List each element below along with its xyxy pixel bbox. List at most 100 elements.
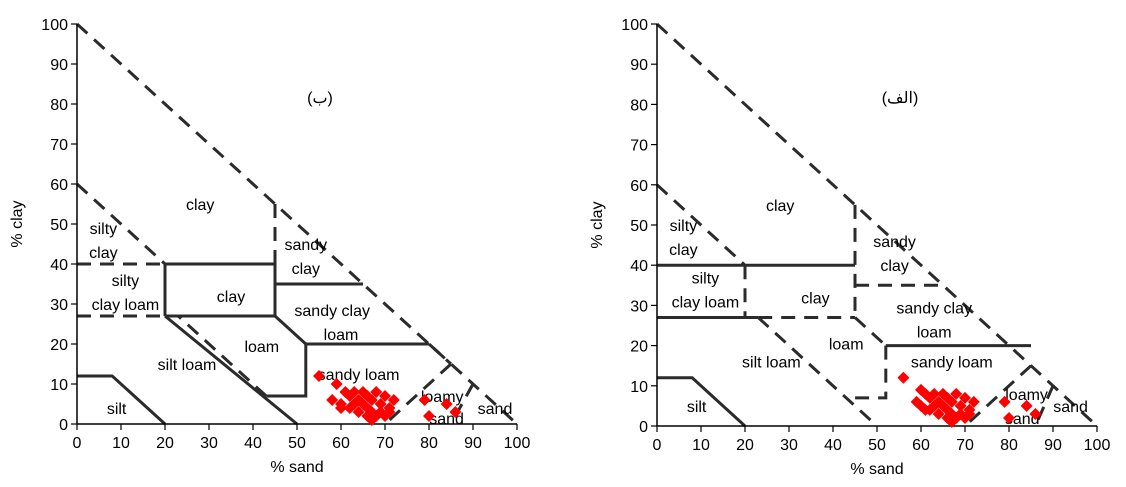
y-tick-label: 20 (630, 339, 648, 356)
data-point (365, 414, 378, 426)
x-tick-label: 10 (112, 435, 130, 452)
texture-class-label: clay (801, 290, 829, 307)
data-point (418, 394, 431, 406)
x-tick-label: 60 (912, 437, 930, 454)
texture-boundary (1034, 385, 1055, 427)
texture-class-label: silt (107, 401, 127, 418)
texture-boundary (75, 22, 519, 426)
y-tick-label: 60 (630, 178, 648, 195)
x-tick-label: 60 (332, 435, 350, 452)
data-point (440, 398, 453, 410)
texture-class-label: clay (217, 289, 245, 306)
y-tick-label: 40 (50, 257, 68, 274)
data-point (387, 394, 400, 406)
data-point (932, 407, 945, 420)
texture-class-label: loam (244, 339, 279, 356)
texture-boundary (963, 364, 1033, 428)
y-tick-label: 70 (50, 137, 68, 154)
y-tick-label: 90 (50, 57, 68, 74)
texture-class-label: silty (670, 218, 698, 235)
texture-boundary (655, 22, 1099, 428)
texture-class-label: clay loam (672, 294, 740, 311)
x-tick-label: 10 (692, 437, 710, 454)
y-tick-label: 70 (630, 138, 648, 155)
texture-class-label: clay (669, 242, 697, 259)
data-point (897, 371, 910, 384)
texture-boundary (449, 383, 475, 425)
chart-panel-1: 0 10 20 30 40 50 60 70 80 90 100 0 10 20 30 40 50 60 70 80 9… (9, 17, 530, 476)
data-point (374, 398, 387, 410)
texture-class-label: sand (1053, 399, 1088, 416)
data-point (910, 395, 923, 408)
x-tick-label: 90 (1044, 437, 1062, 454)
x-tick-label: 20 (736, 437, 754, 454)
texture-boundary (757, 316, 879, 428)
x-tick-label: 40 (824, 437, 842, 454)
chart-panel-2: 0 10 20 30 40 50 60 70 80 90 100 0 10 20 30 40 50 60 70 80 9… (589, 17, 1110, 478)
texture-boundary (75, 182, 167, 266)
y-tick-label: 50 (50, 217, 68, 234)
texture-boundary (657, 376, 747, 428)
data-point (348, 386, 361, 398)
x-tick-label: 100 (504, 435, 531, 452)
chart-title: (ب) (307, 90, 333, 107)
data-point (330, 378, 343, 390)
data-point (313, 370, 325, 382)
y-tick-label: 40 (630, 258, 648, 275)
y-axis-label: % clay (9, 200, 26, 247)
data-point (370, 386, 383, 398)
y-tick-label: 0 (59, 417, 68, 434)
data-point (928, 387, 941, 400)
data-point (954, 399, 967, 412)
texture-class-label: clay loam (92, 297, 160, 314)
texture-class-label: silty (90, 221, 118, 238)
data-point (423, 410, 435, 422)
data-point (945, 415, 958, 428)
texture-boundary (855, 345, 888, 400)
texture-class-label: silty (692, 270, 720, 287)
data-point (348, 398, 361, 410)
y-tick-label: 10 (630, 379, 648, 396)
y-tick-label: 30 (630, 298, 648, 315)
texture-boundary (655, 183, 747, 267)
data-point (950, 387, 963, 400)
y-tick-label: 60 (50, 177, 68, 194)
data-point (937, 399, 949, 412)
y-axis-label: % clay (589, 201, 606, 248)
texture-class-label: silty (112, 273, 140, 290)
x-tick-label: 20 (156, 435, 174, 452)
data-point (967, 395, 980, 408)
data-point (449, 406, 462, 418)
data-point (357, 398, 369, 410)
x-tick-label: 50 (868, 437, 886, 454)
texture-class-label: loamy (421, 389, 464, 406)
texture-boundary (177, 314, 268, 398)
data-point (919, 403, 932, 416)
y-tick-label: 50 (630, 218, 648, 235)
texture-boundary (77, 374, 167, 426)
data-point (998, 395, 1011, 408)
x-tick-label: 0 (653, 437, 662, 454)
y-tick-label: 80 (50, 97, 68, 114)
data-point (959, 391, 971, 404)
y-tick-label: 30 (50, 297, 68, 314)
data-point (383, 406, 396, 418)
texture-class-label: sandy (284, 237, 327, 254)
texture-class-label: clay (880, 258, 908, 275)
x-tick-label: 50 (288, 435, 306, 452)
texture-class-label: silt loam (158, 357, 217, 374)
texture-class-label: clay (766, 198, 794, 215)
y-tick-label: 0 (639, 419, 648, 436)
y-tick-label: 100 (41, 17, 68, 34)
y-tick-label: 20 (50, 337, 68, 354)
texture-boundary (165, 262, 277, 318)
data-point (928, 399, 941, 412)
texture-class-label: loam (324, 327, 359, 344)
data-point (1029, 407, 1042, 420)
data-point (963, 407, 976, 420)
x-tick-label: 100 (1084, 437, 1111, 454)
texture-class-label: sandy clay (294, 303, 370, 320)
texture-boundary (164, 314, 298, 426)
texture-boundary (383, 362, 453, 426)
